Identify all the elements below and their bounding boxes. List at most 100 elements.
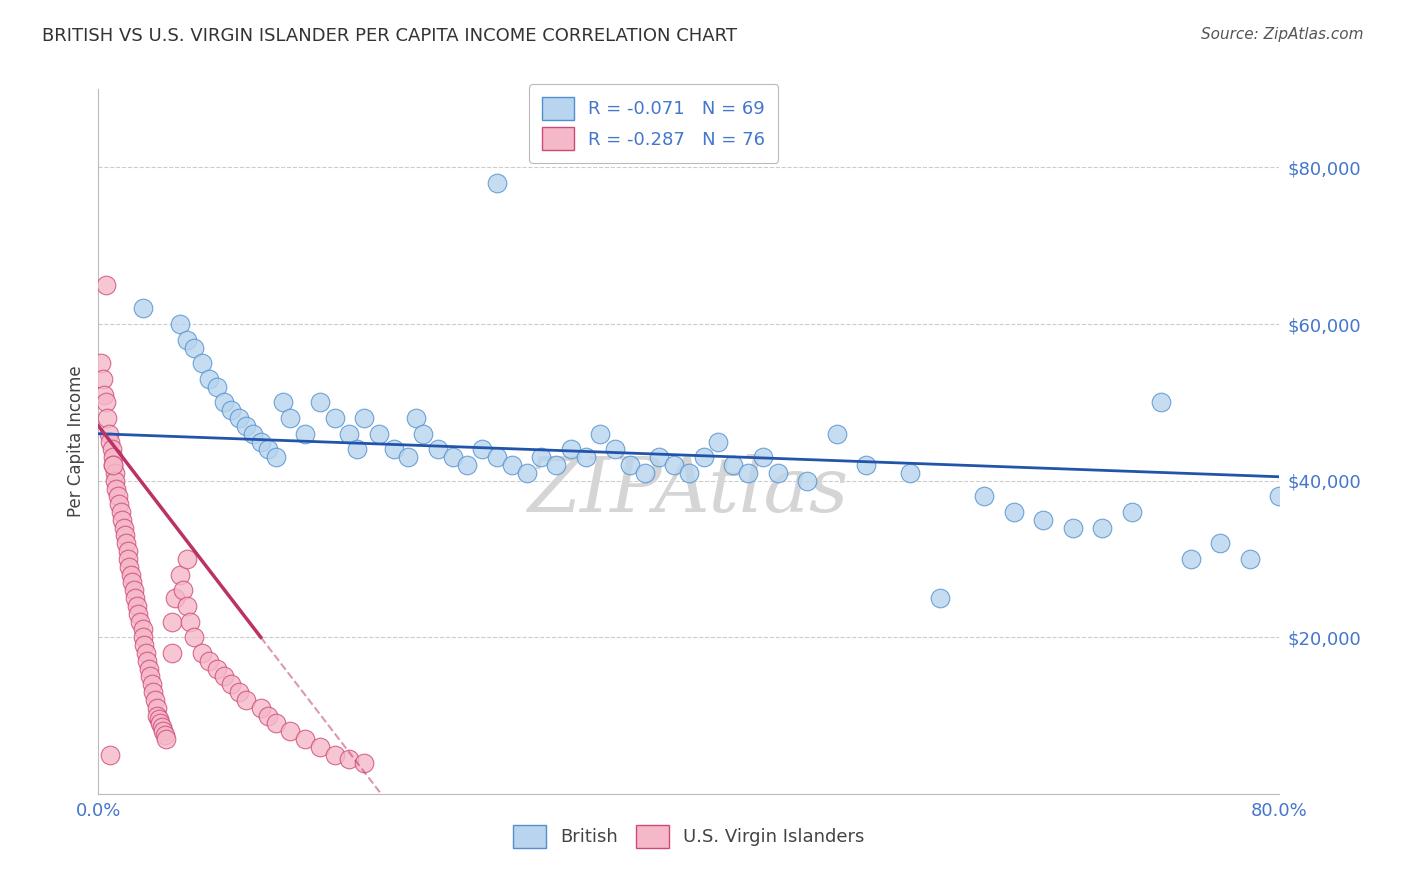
Point bbox=[280, 724, 302, 739]
Point bbox=[205, 662, 228, 676]
Point bbox=[339, 426, 361, 441]
Point bbox=[176, 599, 198, 613]
Point bbox=[142, 685, 165, 699]
Point bbox=[98, 434, 121, 449]
Point bbox=[221, 403, 243, 417]
Point bbox=[149, 716, 172, 731]
Point bbox=[124, 591, 146, 606]
Point bbox=[1180, 552, 1202, 566]
Point bbox=[169, 567, 191, 582]
Text: Source: ZipAtlas.com: Source: ZipAtlas.com bbox=[1201, 27, 1364, 42]
Point bbox=[162, 615, 183, 629]
Point bbox=[162, 646, 183, 660]
Point bbox=[1032, 513, 1054, 527]
Point bbox=[707, 434, 730, 449]
Point bbox=[271, 395, 294, 409]
Point bbox=[737, 466, 759, 480]
Point bbox=[427, 442, 450, 457]
Point bbox=[100, 442, 122, 457]
Point bbox=[115, 536, 138, 550]
Point bbox=[1062, 521, 1084, 535]
Point bbox=[634, 466, 657, 480]
Point bbox=[353, 411, 375, 425]
Point bbox=[103, 458, 125, 472]
Point bbox=[664, 458, 686, 472]
Point bbox=[294, 426, 316, 441]
Point bbox=[122, 583, 145, 598]
Point bbox=[198, 654, 221, 668]
Point bbox=[1209, 536, 1232, 550]
Point bbox=[605, 442, 627, 457]
Point bbox=[112, 521, 135, 535]
Point bbox=[91, 372, 114, 386]
Point bbox=[143, 693, 166, 707]
Point bbox=[546, 458, 568, 472]
Point bbox=[560, 442, 582, 457]
Point bbox=[250, 700, 273, 714]
Point bbox=[309, 739, 332, 754]
Point bbox=[127, 607, 149, 621]
Point bbox=[141, 677, 163, 691]
Point bbox=[486, 450, 509, 465]
Point bbox=[1268, 489, 1291, 503]
Point bbox=[368, 426, 391, 441]
Point bbox=[250, 434, 273, 449]
Point bbox=[1002, 505, 1025, 519]
Point bbox=[132, 301, 155, 316]
Point bbox=[191, 356, 214, 370]
Point bbox=[264, 716, 287, 731]
Point bbox=[155, 732, 177, 747]
Point bbox=[132, 630, 155, 644]
Point bbox=[441, 450, 464, 465]
Point bbox=[136, 654, 159, 668]
Point bbox=[723, 458, 745, 472]
Point bbox=[589, 426, 612, 441]
Point bbox=[398, 450, 420, 465]
Point bbox=[825, 426, 848, 441]
Point bbox=[257, 708, 280, 723]
Point bbox=[108, 497, 131, 511]
Legend: British, U.S. Virgin Islanders: British, U.S. Virgin Islanders bbox=[506, 818, 872, 855]
Point bbox=[242, 426, 264, 441]
Point bbox=[221, 677, 243, 691]
Point bbox=[766, 466, 789, 480]
Point bbox=[405, 411, 427, 425]
Point bbox=[752, 450, 775, 465]
Point bbox=[323, 747, 346, 762]
Point bbox=[471, 442, 494, 457]
Point bbox=[228, 685, 250, 699]
Point bbox=[501, 458, 523, 472]
Point bbox=[121, 575, 143, 590]
Point bbox=[107, 489, 129, 503]
Point bbox=[280, 411, 302, 425]
Point bbox=[128, 615, 150, 629]
Point bbox=[134, 638, 156, 652]
Point bbox=[228, 411, 250, 425]
Point bbox=[619, 458, 641, 472]
Point bbox=[575, 450, 598, 465]
Point bbox=[412, 426, 434, 441]
Point bbox=[339, 751, 361, 765]
Point bbox=[382, 442, 405, 457]
Point bbox=[146, 708, 169, 723]
Point bbox=[103, 458, 125, 472]
Point bbox=[1239, 552, 1261, 566]
Point bbox=[183, 341, 205, 355]
Point bbox=[104, 466, 127, 480]
Point bbox=[294, 732, 316, 747]
Text: ZIPAtlas: ZIPAtlas bbox=[529, 454, 849, 528]
Point bbox=[150, 720, 173, 734]
Point bbox=[103, 450, 125, 465]
Point bbox=[94, 277, 117, 292]
Point bbox=[457, 458, 479, 472]
Point bbox=[93, 387, 115, 401]
Point bbox=[146, 700, 169, 714]
Point bbox=[212, 669, 235, 683]
Point bbox=[516, 466, 538, 480]
Point bbox=[264, 450, 287, 465]
Point bbox=[110, 505, 132, 519]
Point bbox=[486, 176, 509, 190]
Point bbox=[172, 583, 194, 598]
Point bbox=[148, 713, 170, 727]
Point bbox=[104, 474, 127, 488]
